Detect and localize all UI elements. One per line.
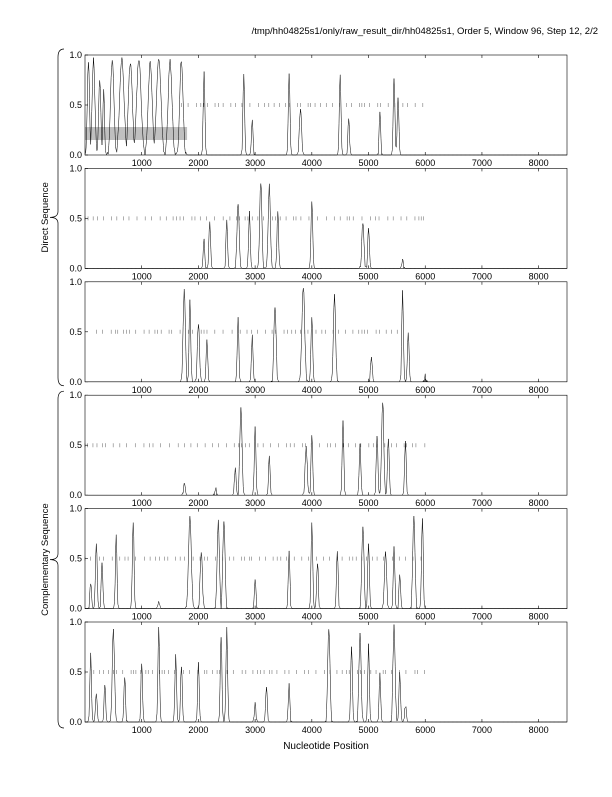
x-tick-label: 1000 bbox=[132, 612, 152, 622]
x-tick-label: 6000 bbox=[415, 725, 435, 735]
x-tick-label: 5000 bbox=[359, 385, 379, 395]
y-tick-label: 0.0 bbox=[69, 263, 82, 273]
x-tick-label: 2000 bbox=[188, 612, 208, 622]
group-brace bbox=[49, 48, 65, 387]
y-tick-label: 1.0 bbox=[69, 50, 82, 60]
y-tick-label: 0.5 bbox=[69, 327, 82, 337]
x-tick-label: 1000 bbox=[132, 158, 152, 168]
x-tick-label: 1000 bbox=[132, 385, 152, 395]
series-line bbox=[85, 183, 567, 270]
panel-frame bbox=[84, 394, 568, 496]
y-tick-label: 1.0 bbox=[69, 617, 82, 627]
y-tick-label: 0.0 bbox=[69, 150, 82, 160]
x-tick-label: 8000 bbox=[529, 385, 549, 395]
x-tick-label: 5000 bbox=[359, 725, 379, 735]
panel-6: 1000 2000 3000 4000 5000 6000 7000 8000 0.0 0.5 1.… bbox=[69, 617, 568, 735]
x-tick-label: 7000 bbox=[472, 725, 492, 735]
y-tick-label: 0.5 bbox=[69, 213, 82, 223]
x-tick-label: 3000 bbox=[245, 271, 265, 281]
group-brace bbox=[49, 390, 65, 729]
direct-sequence-label: Direct Sequence bbox=[40, 182, 51, 252]
x-tick-label: 4000 bbox=[302, 498, 322, 508]
x-tick-label: 8000 bbox=[529, 498, 549, 508]
x-tick-label: 8000 bbox=[529, 612, 549, 622]
x-tick-label: 4000 bbox=[302, 612, 322, 622]
x-tick-label: 5000 bbox=[359, 612, 379, 622]
x-tick-label: 1000 bbox=[132, 271, 152, 281]
x-tick-label: 1000 bbox=[132, 725, 152, 735]
y-tick-label: 0.5 bbox=[69, 100, 82, 110]
panel-1: 1000 2000 3000 4000 5000 6000 7000 8000 0.0 0.5 1.… bbox=[69, 50, 568, 168]
y-tick-label: 0.0 bbox=[69, 377, 82, 387]
panel-4: 1000 2000 3000 4000 5000 6000 7000 8000 0.0 0.5 1.… bbox=[69, 390, 568, 508]
x-axis-label: Nucleotide Position bbox=[283, 741, 369, 752]
y-tick-label: 1.0 bbox=[69, 277, 82, 287]
x-tick-label: 2000 bbox=[188, 158, 208, 168]
x-tick-label: 4000 bbox=[302, 385, 322, 395]
y-tick-label: 0.5 bbox=[69, 440, 82, 450]
x-tick-label: 7000 bbox=[472, 612, 492, 622]
y-tick-label: 0.5 bbox=[69, 667, 82, 677]
y-tick-label: 0.0 bbox=[69, 717, 82, 727]
x-tick-label: 6000 bbox=[415, 385, 435, 395]
x-tick-label: 2000 bbox=[188, 271, 208, 281]
x-tick-label: 6000 bbox=[415, 271, 435, 281]
highlight-band bbox=[85, 127, 188, 140]
x-tick-label: 7000 bbox=[472, 498, 492, 508]
x-tick-label: 7000 bbox=[472, 385, 492, 395]
x-tick-label: 3000 bbox=[245, 385, 265, 395]
page-title: /tmp/hh04825s1/only/raw_result_dir/hh048… bbox=[251, 26, 598, 37]
y-tick-label: 0.0 bbox=[69, 490, 82, 500]
x-tick-label: 1000 bbox=[132, 498, 152, 508]
x-tick-label: 5000 bbox=[359, 498, 379, 508]
y-tick-label: 0.0 bbox=[69, 604, 82, 614]
x-tick-label: 3000 bbox=[245, 158, 265, 168]
panel-2: 1000 2000 3000 4000 5000 6000 7000 8000 0.0 0.5 1.… bbox=[69, 163, 568, 281]
x-tick-label: 3000 bbox=[245, 498, 265, 508]
series-line bbox=[85, 402, 567, 497]
x-tick-label: 4000 bbox=[302, 271, 322, 281]
x-tick-label: 8000 bbox=[529, 725, 549, 735]
x-tick-label: 8000 bbox=[529, 158, 549, 168]
x-tick-label: 7000 bbox=[472, 158, 492, 168]
panel-frame bbox=[84, 281, 568, 383]
panel-frame bbox=[84, 168, 568, 269]
x-tick-label: 7000 bbox=[472, 271, 492, 281]
y-tick-label: 1.0 bbox=[69, 163, 82, 173]
x-tick-label: 2000 bbox=[188, 385, 208, 395]
y-tick-label: 1.0 bbox=[69, 390, 82, 400]
x-tick-label: 6000 bbox=[415, 158, 435, 168]
x-tick-label: 3000 bbox=[245, 725, 265, 735]
series-line bbox=[85, 288, 567, 383]
series-line bbox=[85, 516, 567, 610]
x-tick-label: 4000 bbox=[302, 158, 322, 168]
complementary-sequence-label: Complementary Sequence bbox=[40, 503, 51, 615]
y-tick-label: 0.5 bbox=[69, 554, 82, 564]
y-tick-label: 1.0 bbox=[69, 504, 82, 514]
x-tick-label: 2000 bbox=[188, 498, 208, 508]
x-tick-label: 3000 bbox=[245, 612, 265, 622]
series-line bbox=[85, 624, 567, 723]
x-tick-label: 5000 bbox=[359, 158, 379, 168]
x-tick-label: 2000 bbox=[188, 725, 208, 735]
x-tick-label: 4000 bbox=[302, 725, 322, 735]
x-tick-label: 6000 bbox=[415, 498, 435, 508]
x-tick-label: 8000 bbox=[529, 271, 549, 281]
panel-5: 1000 2000 3000 4000 5000 6000 7000 8000 0.0 0.5 1.… bbox=[69, 504, 568, 622]
panel-frame bbox=[84, 508, 568, 609]
x-tick-label: 5000 bbox=[359, 271, 379, 281]
panel-3: 1000 2000 3000 4000 5000 6000 7000 8000 0.0 0.5 1.… bbox=[69, 277, 568, 395]
x-tick-label: 6000 bbox=[415, 612, 435, 622]
